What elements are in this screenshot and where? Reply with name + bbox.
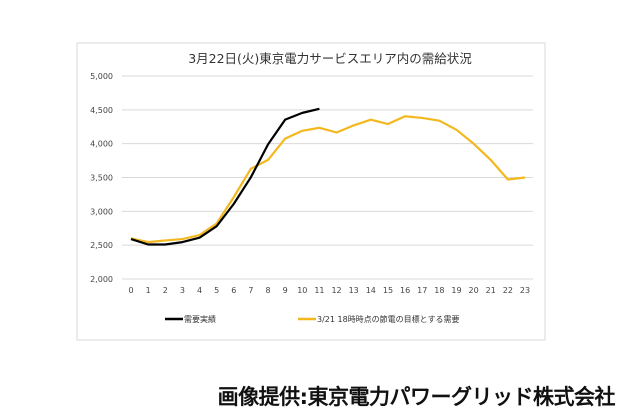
y-tick-label: 4,000 (90, 140, 113, 149)
y-tick-label: 3,000 (90, 207, 113, 216)
x-tick-label: 22 (503, 286, 513, 295)
x-tick-label: 11 (314, 286, 324, 295)
legend-label-target: 3/21 18時時点の節電の目標とする需要 (317, 314, 459, 324)
legend-label-actual: 需要実績 (184, 314, 216, 324)
y-tick-label: 2,500 (90, 241, 113, 250)
y-tick-label: 3,500 (90, 174, 113, 183)
x-tick-label: 7 (248, 286, 253, 295)
x-tick-label: 15 (383, 286, 393, 295)
x-tick-label: 19 (451, 286, 461, 295)
series-line-1 (130, 115, 526, 244)
x-tick-label: 2 (163, 286, 168, 295)
x-tick-label: 17 (417, 286, 427, 295)
x-tick-label: 8 (265, 286, 270, 295)
x-tick-label: 21 (486, 286, 496, 295)
x-tick-label: 3 (180, 286, 185, 295)
series-line-0 (130, 107, 320, 246)
y-tick-label: 4,500 (90, 106, 113, 115)
x-tick-label: 0 (128, 286, 133, 295)
x-tick-label: 23 (520, 286, 530, 295)
x-tick-label: 16 (400, 286, 410, 295)
y-tick-label: 2,000 (90, 275, 113, 284)
x-tick-label: 1 (146, 286, 151, 295)
y-tick-label: 5,000 (90, 72, 113, 81)
x-tick-label: 5 (214, 286, 219, 295)
chart-frame (76, 42, 546, 341)
chart-title: 3月22日(火)東京電力サービスエリア内の需給状況 (188, 51, 472, 66)
x-tick-label: 20 (469, 286, 479, 295)
x-tick-label: 6 (231, 286, 236, 295)
x-tick-label: 9 (283, 286, 288, 295)
x-tick-label: 18 (434, 286, 444, 295)
image-credit-caption: 画像提供:東京電力パワーグリッド株式会社 (217, 385, 616, 409)
x-tick-label: 12 (331, 286, 341, 295)
x-tick-label: 14 (366, 286, 376, 295)
x-tick-label: 13 (349, 286, 359, 295)
x-tick-label: 10 (297, 286, 307, 295)
x-tick-label: 4 (197, 286, 202, 295)
